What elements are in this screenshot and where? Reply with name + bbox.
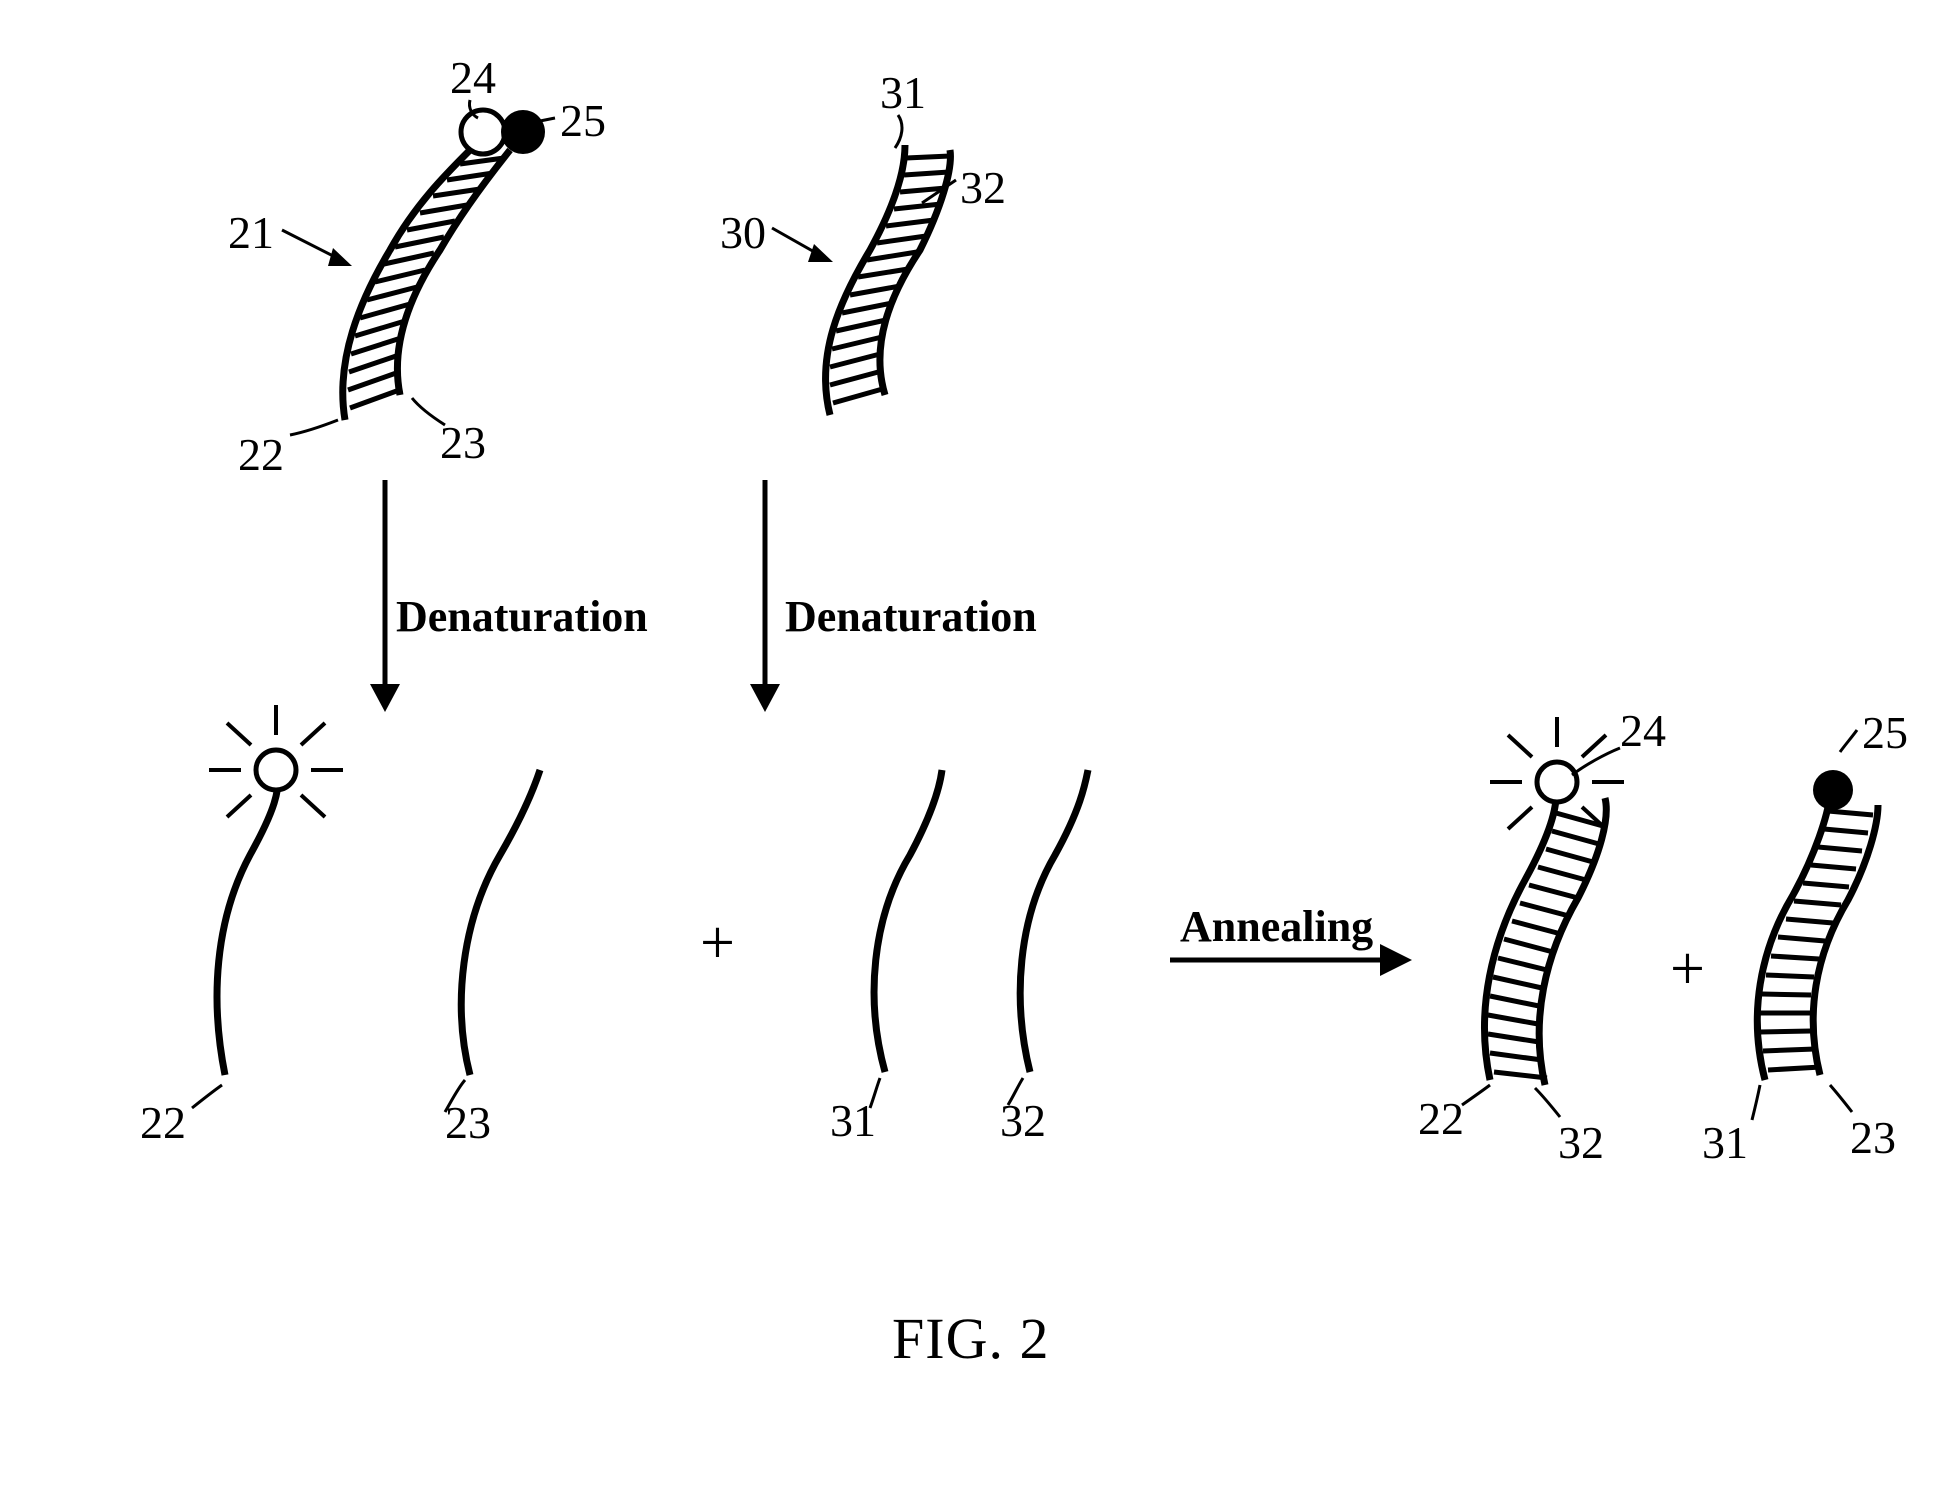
callout-24a: 24 (450, 55, 496, 101)
callout-24b: 24 (1620, 708, 1666, 754)
annealed-duplex-22-32 (1485, 717, 1625, 1085)
callout-31a: 31 (880, 70, 926, 116)
callout-25b: 25 (1862, 710, 1908, 756)
fluorophore-white-icon (256, 750, 296, 790)
plus-sign-1: + (700, 912, 735, 974)
callout-22c: 22 (1418, 1096, 1464, 1142)
callout-23b: 23 (445, 1100, 491, 1146)
fluorophore-white-icon (461, 110, 505, 154)
fluorophore-white-icon (1537, 762, 1577, 802)
callout-32a: 32 (960, 165, 1006, 211)
callout-25a: 25 (560, 98, 606, 144)
callout-32c: 32 (1558, 1120, 1604, 1166)
denaturation-label-1: Denaturation (396, 595, 648, 639)
quencher-black-icon (501, 110, 545, 154)
annealing-label: Annealing (1180, 905, 1373, 949)
callout-23c: 23 (1850, 1115, 1896, 1161)
single-strand-23 (461, 770, 540, 1075)
denaturation-label-2: Denaturation (785, 595, 1037, 639)
figure-caption: FIG. 2 (892, 1310, 1049, 1368)
plus-sign-2: + (1670, 938, 1705, 1000)
callout-22b: 22 (140, 1100, 186, 1146)
callout-23a: 23 (440, 420, 486, 466)
callout-22a: 22 (238, 432, 284, 478)
callout-30: 30 (720, 210, 766, 256)
quencher-black-icon (1813, 770, 1853, 810)
annealed-duplex-31-23 (1757, 770, 1878, 1080)
callout-31c: 31 (1702, 1120, 1748, 1166)
callout-32b: 32 (1000, 1098, 1046, 1144)
single-strand-32 (1020, 770, 1088, 1072)
duplex-target-30 (826, 145, 951, 415)
duplex-probe-21 (343, 110, 545, 420)
callout-21: 21 (228, 210, 274, 256)
callout-31b: 31 (830, 1098, 876, 1144)
single-strand-22 (209, 705, 343, 1075)
single-strand-31 (874, 770, 942, 1072)
